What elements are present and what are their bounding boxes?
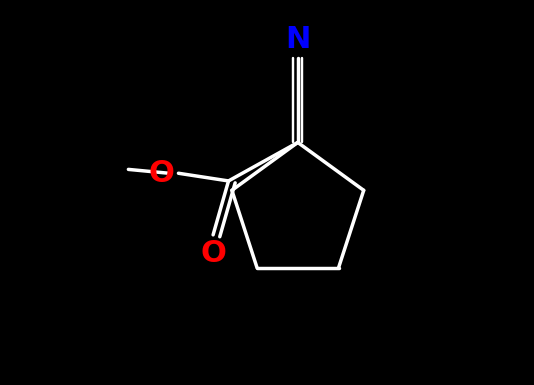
- Text: N: N: [285, 25, 310, 54]
- Text: O: O: [200, 239, 226, 268]
- Text: O: O: [149, 159, 175, 188]
